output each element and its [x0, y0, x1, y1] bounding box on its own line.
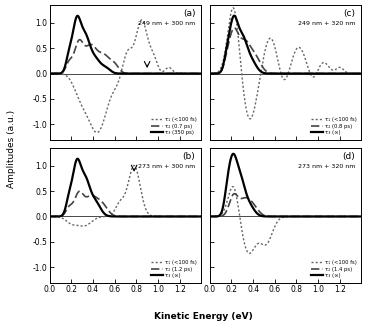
Text: 249 nm + 320 nm: 249 nm + 320 nm — [298, 21, 355, 26]
Text: (b): (b) — [182, 152, 195, 161]
Text: 249 nm + 300 nm: 249 nm + 300 nm — [138, 21, 195, 26]
Legend: τ₁ (<100 fs), τ₂ (0.7 ps), τ₃ (350 ps): τ₁ (<100 fs), τ₂ (0.7 ps), τ₃ (350 ps) — [149, 115, 199, 137]
Text: (c): (c) — [344, 9, 355, 18]
Text: (a): (a) — [183, 9, 195, 18]
Text: 273 nm + 300 nm: 273 nm + 300 nm — [138, 164, 195, 169]
Text: 273 nm + 320 nm: 273 nm + 320 nm — [298, 164, 355, 169]
Legend: τ₁ (<100 fs), τ₂ (1.4 ps), τ₃ (∞): τ₁ (<100 fs), τ₂ (1.4 ps), τ₃ (∞) — [309, 258, 359, 280]
Text: Amplitudes (a.u.): Amplitudes (a.u.) — [7, 109, 16, 188]
Legend: τ₁ (<100 fs), τ₂ (1.2 ps), τ₃ (∞): τ₁ (<100 fs), τ₂ (1.2 ps), τ₃ (∞) — [149, 258, 199, 280]
Text: (d): (d) — [343, 152, 355, 161]
Legend: τ₁ (<100 fs), τ₂ (0.8 ps), τ₃ (∞): τ₁ (<100 fs), τ₂ (0.8 ps), τ₃ (∞) — [309, 115, 359, 137]
Text: Kinetic Energy (eV): Kinetic Energy (eV) — [154, 312, 253, 321]
